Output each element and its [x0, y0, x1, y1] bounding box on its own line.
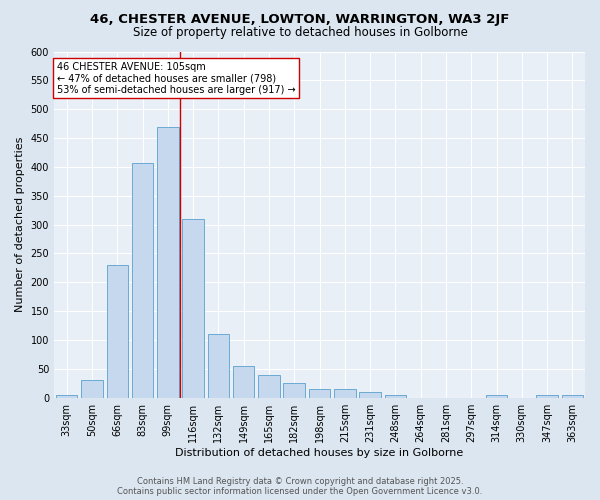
Text: 46, CHESTER AVENUE, LOWTON, WARRINGTON, WA3 2JF: 46, CHESTER AVENUE, LOWTON, WARRINGTON, …: [91, 12, 509, 26]
Bar: [536, 396, 558, 398]
Bar: [334, 389, 356, 398]
Text: 46 CHESTER AVENUE: 105sqm
← 47% of detached houses are smaller (798)
53% of semi: 46 CHESTER AVENUE: 105sqm ← 47% of detac…: [56, 62, 295, 95]
Bar: [81, 380, 103, 398]
Bar: [132, 163, 153, 398]
Bar: [562, 396, 583, 398]
Y-axis label: Number of detached properties: Number of detached properties: [15, 137, 25, 312]
Bar: [233, 366, 254, 398]
Bar: [258, 374, 280, 398]
Bar: [385, 396, 406, 398]
Bar: [157, 126, 179, 398]
Bar: [182, 219, 204, 398]
Text: Contains HM Land Registry data © Crown copyright and database right 2025.
Contai: Contains HM Land Registry data © Crown c…: [118, 476, 482, 496]
Bar: [486, 395, 507, 398]
Bar: [283, 384, 305, 398]
Bar: [309, 389, 330, 398]
Bar: [359, 392, 381, 398]
Bar: [107, 265, 128, 398]
Bar: [208, 334, 229, 398]
Text: Size of property relative to detached houses in Golborne: Size of property relative to detached ho…: [133, 26, 467, 39]
X-axis label: Distribution of detached houses by size in Golborne: Distribution of detached houses by size …: [175, 448, 464, 458]
Bar: [56, 395, 77, 398]
